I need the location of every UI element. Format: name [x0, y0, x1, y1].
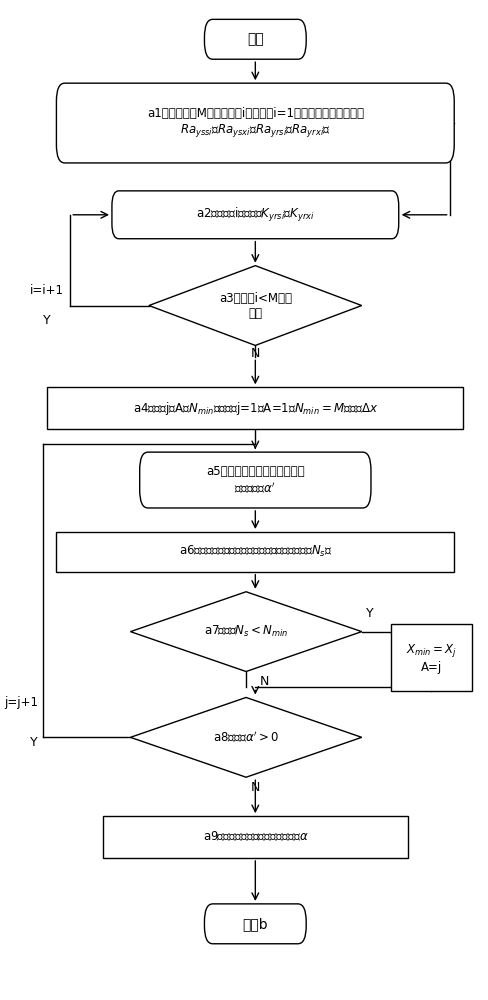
Bar — [390, 624, 471, 691]
Polygon shape — [130, 592, 362, 672]
Text: N: N — [251, 347, 260, 360]
Text: a1）建立样本M，定义参数i并初始化i=1，收集现场参数，包括
$Ra_{yssi}$，$Ra_{ysxi}$，$Ra_{yrsi}$，$Ra_{yrxi}$等: a1）建立样本M，定义参数i并初始化i=1，收集现场参数，包括 $Ra_{yss… — [147, 107, 364, 139]
FancyBboxPatch shape — [57, 83, 454, 163]
Text: N: N — [251, 781, 260, 794]
Text: a6）计算计算上下表面压印率相对系数锁定方差$N_s$值: a6）计算计算上下表面压印率相对系数锁定方差$N_s$值 — [179, 544, 332, 559]
Text: i=i+1: i=i+1 — [30, 284, 64, 297]
Text: a5）计算上下表面压印率相对
系数锁定值$\alpha'$: a5）计算上下表面压印率相对 系数锁定值$\alpha'$ — [206, 465, 305, 495]
FancyBboxPatch shape — [112, 191, 399, 239]
Bar — [47, 387, 464, 429]
Text: j=j+1: j=j+1 — [4, 696, 38, 709]
Text: a9）计算上下表面压印率相对系数$\alpha$: a9）计算上下表面压印率相对系数$\alpha$ — [203, 830, 308, 844]
Polygon shape — [130, 697, 362, 777]
FancyBboxPatch shape — [204, 19, 306, 59]
Text: Y: Y — [30, 736, 38, 749]
Text: a2）计算第i卷产品的$K_{yrsi}$及$K_{yrxi}$: a2）计算第i卷产品的$K_{yrsi}$及$K_{yrxi}$ — [196, 206, 315, 224]
Bar — [57, 532, 454, 572]
Text: a3）判断i<M是否
成立: a3）判断i<M是否 成立 — [219, 292, 292, 320]
Text: a8）判断$\alpha'>0$: a8）判断$\alpha'>0$ — [213, 730, 279, 745]
Text: Y: Y — [366, 607, 374, 620]
FancyBboxPatch shape — [204, 904, 306, 944]
Text: a7）判断$N_s < N_{min}$: a7）判断$N_s < N_{min}$ — [204, 624, 288, 639]
Polygon shape — [149, 266, 362, 345]
Bar — [102, 816, 408, 858]
Text: $X_{min}=X_j$
A=j: $X_{min}=X_j$ A=j — [406, 642, 457, 674]
Text: 步骤b: 步骤b — [243, 917, 268, 931]
Text: 开始: 开始 — [247, 32, 264, 46]
Text: a4）定义j、A、$N_{min}$并初始化j=1、A=1、$N_{min}=M$，定义$\Delta x$: a4）定义j、A、$N_{min}$并初始化j=1、A=1、$N_{min}=M… — [133, 400, 378, 417]
FancyBboxPatch shape — [140, 452, 371, 508]
Text: N: N — [260, 675, 269, 688]
Text: Y: Y — [43, 314, 51, 327]
